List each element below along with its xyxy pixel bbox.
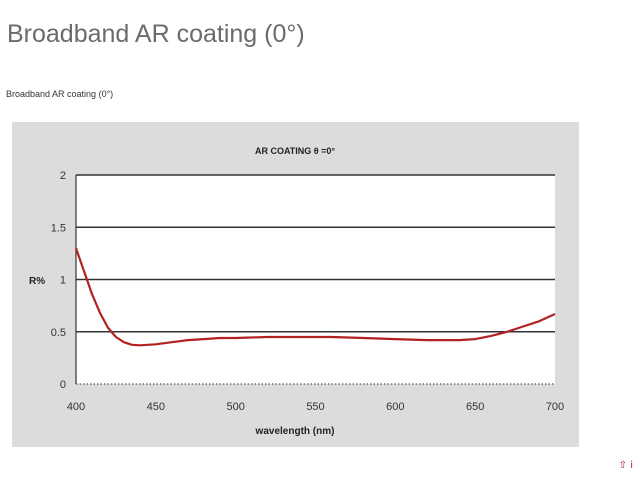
x-tick-label: 450 [147,401,165,413]
y-tick-label: 0.5 [51,327,66,339]
y-tick-label: 0 [60,379,66,391]
ar-coating-chart: AR COATING θ =0° 400 450 500 550 600 650 700 0… [12,122,579,447]
x-axis: 400 450 500 550 600 650 700 [67,401,564,413]
page-title: Broadband AR coating (0°) [7,20,305,48]
x-axis-label: wavelength (nm) [255,426,335,437]
x-tick-label: 700 [546,401,564,413]
grid-lines [75,174,555,385]
reflectance-curve [74,247,556,347]
chart-panel: AR COATING θ =0° 400 450 500 550 600 650 700 0… [12,122,579,447]
y-tick-label: 1.5 [51,222,66,234]
x-tick-label: 600 [386,401,404,413]
chart-title: AR COATING θ =0° [255,146,335,156]
y-tick-label: 1 [60,275,66,287]
x-tick-label: 500 [226,401,244,413]
x-tick-label: 650 [466,401,484,413]
y-axis: 0 0.5 1 1.5 2 [51,170,66,391]
y-axis-label: R% [29,276,45,287]
x-tick-label: 400 [67,401,85,413]
y-tick-label: 2 [60,170,66,182]
watermark-arrow-icon: ⇧ i [618,460,633,471]
chart-caption: Broadband AR coating (0°) [6,89,114,99]
x-tick-label: 550 [306,401,324,413]
